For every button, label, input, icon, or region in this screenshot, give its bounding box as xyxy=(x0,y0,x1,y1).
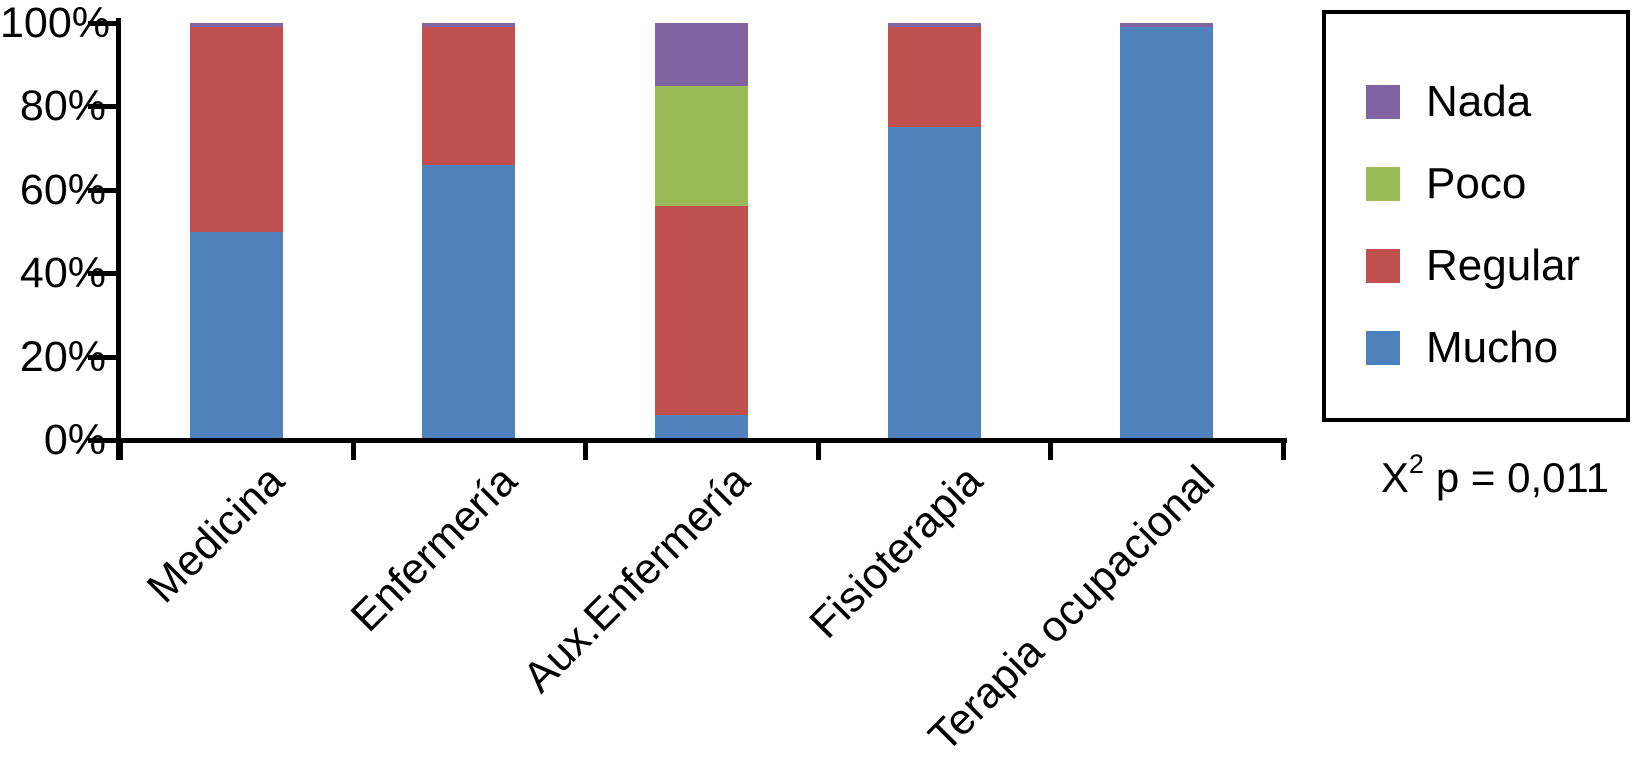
bar-segment-nada xyxy=(1120,23,1214,28)
y-axis-tick xyxy=(88,21,118,26)
x-axis-tick xyxy=(815,440,821,460)
bar-terapia-ocupacional xyxy=(1120,23,1214,440)
legend-label-poco: Poco xyxy=(1426,159,1527,208)
bar-medicina xyxy=(189,23,283,440)
y-axis-tick-label: 40% xyxy=(19,249,106,298)
chi-square-annotation: X2 p = 0,011 xyxy=(1340,449,1642,503)
y-axis-tick-label: 0% xyxy=(43,416,106,464)
x-axis-label-enfermeria: Enfermería xyxy=(342,456,527,641)
legend-item-poco: Poco xyxy=(1366,162,1526,206)
legend-swatch-regular xyxy=(1366,249,1400,283)
x-axis-tick xyxy=(583,440,589,460)
bar-segment-mucho xyxy=(1120,27,1214,440)
y-axis-tick-label: 100% xyxy=(0,0,110,47)
bar-segment-mucho xyxy=(887,127,981,440)
legend-item-nada: Nada xyxy=(1366,80,1531,124)
legend: Nada Poco Regular Mucho xyxy=(1322,10,1630,422)
y-axis-tick xyxy=(88,438,118,443)
bar-segment-regular xyxy=(189,27,283,232)
legend-label-mucho: Mucho xyxy=(1426,323,1559,372)
y-axis-line xyxy=(116,18,121,460)
y-axis-tick-label: 60% xyxy=(19,165,106,214)
x-axis-line xyxy=(116,438,1287,443)
annotation-p-value: p = 0,011 xyxy=(1435,454,1610,501)
bar-segment-nada xyxy=(887,23,981,28)
bar-enfermeria xyxy=(422,23,516,440)
legend-swatch-poco xyxy=(1366,167,1400,201)
y-axis-tick xyxy=(88,187,118,193)
legend-label-nada: Nada xyxy=(1426,77,1532,126)
y-axis-tick xyxy=(88,104,118,110)
bar-segment-nada xyxy=(422,23,516,28)
x-axis-tick xyxy=(350,440,356,460)
bar-segment-regular xyxy=(887,27,981,128)
x-axis-label-fisioterapia: Fisioterapia xyxy=(800,456,992,648)
bar-segment-nada xyxy=(189,23,283,28)
x-axis-tick xyxy=(1048,440,1054,460)
legend-item-mucho: Mucho xyxy=(1366,326,1558,370)
legend-swatch-nada xyxy=(1366,85,1400,119)
legend-label-regular: Regular xyxy=(1426,241,1581,290)
x-axis-label-medicina: Medicina xyxy=(138,456,294,613)
legend-item-regular: Regular xyxy=(1366,244,1580,288)
bar-segment-poco xyxy=(655,85,748,207)
y-axis-tick xyxy=(88,354,118,360)
bar-segment-regular xyxy=(655,206,748,415)
x-axis-tick xyxy=(1281,440,1286,460)
x-axis-label-aux-enfermeria: Aux.Enfermería xyxy=(513,456,760,702)
bar-fisioterapia xyxy=(887,23,981,440)
bar-segment-regular xyxy=(422,27,516,165)
annotation-chi: X xyxy=(1380,454,1409,501)
bar-segment-mucho xyxy=(422,164,516,440)
y-axis-tick xyxy=(88,271,118,277)
bar-segment-nada xyxy=(655,23,748,86)
legend-swatch-mucho xyxy=(1366,331,1400,365)
bar-segment-mucho xyxy=(189,231,283,440)
y-axis-tick-label: 20% xyxy=(19,332,106,381)
y-axis-tick-label: 80% xyxy=(19,82,106,131)
bar-aux-enfermeria xyxy=(655,23,748,440)
bar-segment-mucho xyxy=(655,414,748,440)
annotation-superscript: 2 xyxy=(1408,449,1424,479)
